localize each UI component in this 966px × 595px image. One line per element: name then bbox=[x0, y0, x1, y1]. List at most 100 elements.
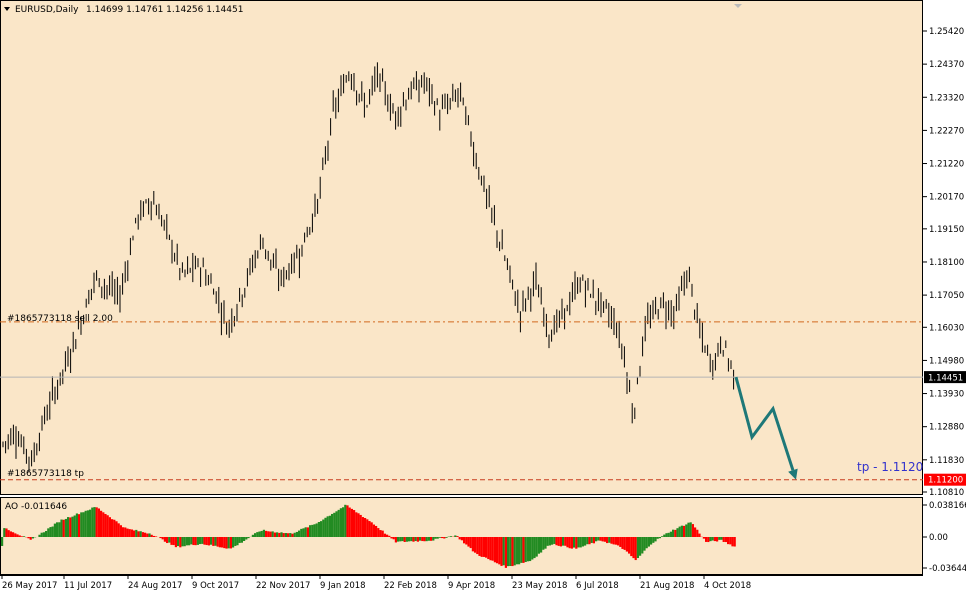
ao-bar bbox=[339, 508, 342, 537]
ao-bar bbox=[423, 537, 426, 542]
price-tick-label: 1.12880 bbox=[929, 423, 964, 433]
ao-bar bbox=[201, 537, 204, 544]
ao-bar bbox=[628, 537, 631, 554]
sell-order-label: #1865773118 sell 2.00 bbox=[7, 314, 113, 324]
ao-bar bbox=[49, 527, 52, 537]
ao-bar bbox=[372, 524, 375, 537]
ao-bar bbox=[333, 512, 336, 537]
ao-bar bbox=[16, 534, 19, 537]
ao-bar bbox=[82, 512, 85, 537]
ao-bar bbox=[540, 537, 543, 553]
price-tick-label: 1.14980 bbox=[929, 356, 964, 366]
ohlc-values: 1.14699 1.14761 1.14256 1.14451 bbox=[86, 5, 243, 15]
ao-bar bbox=[67, 517, 70, 537]
ao-bar bbox=[353, 510, 356, 537]
ao-bar bbox=[669, 531, 672, 537]
ao-bar bbox=[491, 537, 494, 561]
ao-bar bbox=[562, 537, 565, 546]
ao-bar bbox=[568, 537, 571, 549]
price-tick-label: 1.11830 bbox=[929, 456, 964, 466]
ao-bar bbox=[599, 537, 602, 541]
ao-bar bbox=[496, 537, 499, 564]
ao-bar bbox=[579, 537, 582, 548]
ao-bar bbox=[617, 537, 620, 546]
ao-bar bbox=[509, 537, 512, 566]
ao-bar bbox=[1, 537, 4, 546]
ao-bar bbox=[223, 537, 226, 549]
ao-bar bbox=[454, 535, 457, 537]
ao-bar bbox=[289, 533, 292, 537]
ao-bar bbox=[148, 533, 151, 537]
ao-bar bbox=[210, 537, 213, 545]
ao-bar bbox=[64, 518, 67, 537]
ao-bar bbox=[566, 537, 569, 548]
price-tick-label: 1.23320 bbox=[929, 93, 964, 103]
shift-marker-icon[interactable] bbox=[734, 4, 742, 8]
ao-bar bbox=[269, 531, 272, 537]
ao-bar bbox=[392, 537, 395, 540]
ao-bar bbox=[185, 537, 188, 546]
ao-bar bbox=[152, 535, 155, 537]
ao-bar bbox=[298, 530, 301, 537]
ao-bar bbox=[469, 537, 472, 549]
ao-bar bbox=[683, 525, 686, 537]
ao-bar bbox=[511, 537, 514, 567]
ao-bar bbox=[221, 537, 224, 548]
ao-bar bbox=[258, 531, 261, 537]
ao-bar bbox=[441, 537, 444, 539]
ao-bar bbox=[520, 537, 523, 563]
ao-bar bbox=[658, 537, 661, 539]
collapse-triangle-icon[interactable] bbox=[4, 7, 10, 11]
ao-bar bbox=[474, 537, 477, 553]
price-tick-label: 1.16030 bbox=[929, 323, 964, 333]
ao-bar bbox=[218, 537, 221, 548]
ao-bar bbox=[608, 537, 611, 543]
ao-bar bbox=[401, 537, 404, 542]
ao-bar bbox=[273, 532, 276, 537]
ao-bar bbox=[216, 537, 219, 547]
ao-bar bbox=[603, 537, 606, 542]
ao-bar bbox=[733, 537, 736, 547]
ao-panel-border bbox=[0, 497, 923, 575]
ao-bar bbox=[641, 537, 644, 554]
ao-bar bbox=[155, 536, 158, 537]
ao-bar bbox=[214, 537, 217, 546]
ao-bar bbox=[177, 537, 180, 547]
ao-bar bbox=[102, 512, 105, 537]
ao-bar bbox=[489, 537, 492, 561]
ao-bar bbox=[91, 507, 94, 537]
ao-bar bbox=[713, 537, 716, 542]
ao-bar bbox=[731, 537, 734, 547]
ao-bar bbox=[122, 527, 125, 537]
ao-bar bbox=[612, 537, 615, 545]
ao-bar bbox=[672, 529, 675, 537]
ao-bar bbox=[179, 537, 182, 548]
ao-bar bbox=[476, 537, 479, 555]
ao-bar bbox=[139, 531, 142, 537]
ao-bar bbox=[518, 537, 521, 565]
forecast-arrow[interactable] bbox=[734, 376, 795, 471]
date-tick-label: 24 Aug 2017 bbox=[128, 581, 182, 591]
ao-bar bbox=[93, 507, 96, 537]
price-axis: 1.25420 1.24370 1.23320 1.22270 1.21220 1.201… bbox=[923, 27, 964, 498]
ao-bar bbox=[137, 531, 140, 537]
ao-tick-label: 0.00 bbox=[929, 533, 948, 543]
ao-bar bbox=[394, 537, 397, 543]
price-tick-label: 1.10810 bbox=[929, 488, 964, 498]
ao-bar bbox=[386, 534, 389, 537]
ao-bar bbox=[166, 537, 169, 544]
tp-annotation[interactable]: tp - 1.1120 bbox=[857, 460, 923, 474]
main-plot-area[interactable] bbox=[0, 0, 923, 495]
ao-bar bbox=[295, 531, 298, 537]
ao-bar bbox=[97, 508, 100, 537]
ao-bar bbox=[126, 528, 129, 537]
ao-bar bbox=[78, 514, 81, 537]
date-tick-label: 26 May 2017 bbox=[2, 581, 57, 591]
ao-bar bbox=[524, 537, 527, 563]
ao-bar bbox=[130, 529, 133, 537]
ao-bar bbox=[381, 530, 384, 537]
ao-bar bbox=[111, 519, 114, 537]
ao-bar bbox=[522, 537, 525, 563]
ao-bar bbox=[113, 519, 116, 537]
ao-bar bbox=[146, 533, 149, 537]
